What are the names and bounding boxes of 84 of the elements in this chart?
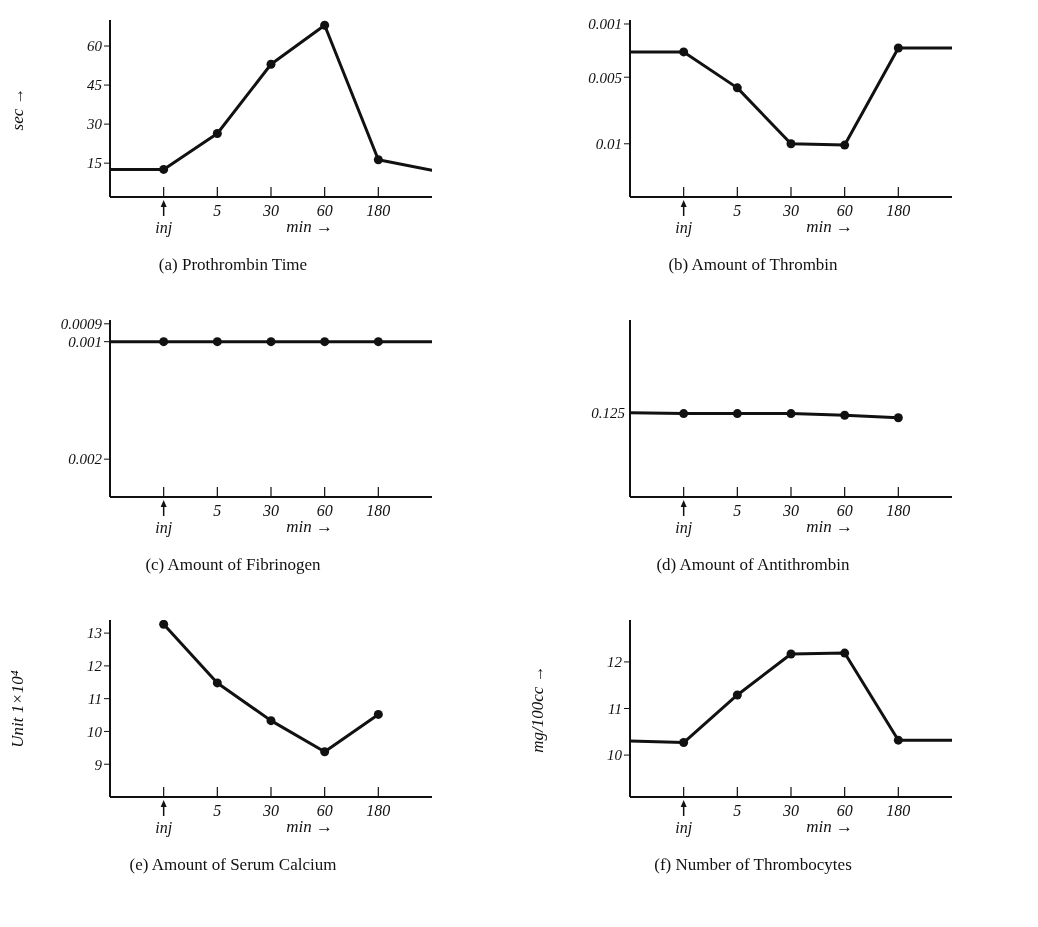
x-tick-label: inj [675,219,693,237]
y-tick-label: 15 [87,155,103,172]
x-tick-label: inj [675,519,693,537]
y-axis-title: sec → [8,87,28,130]
point [786,139,796,149]
y-tick-label: 0.0009 [60,316,103,333]
x-tick-label: 60 [836,502,853,519]
point [893,735,903,745]
x-axis-title: min → [806,217,853,237]
x-tick-label: 60 [836,202,853,219]
x-axis-title: min → [806,517,853,537]
y-tick-label: 0.002 [68,451,103,468]
x-tick-label: 60 [316,502,333,519]
x-tick-label: 60 [316,202,333,219]
point [320,747,330,757]
x-tick-label: 30 [262,502,279,519]
x-tick-label: 60 [316,802,333,819]
x-tick-label: 30 [262,802,279,819]
x-tick-label: 30 [782,802,799,819]
y-tick-label: 0.001 [588,16,622,33]
text: (e) Amount of Serum Calcium [128,855,338,875]
x-tick-label: 60 [836,802,853,819]
y-tick-label: 11 [608,700,622,717]
point [679,47,689,57]
x-tick-label: inj [155,519,173,537]
text: (a) Prothrombin Time [157,255,309,275]
point [840,140,850,150]
y-tick-label: 13 [87,625,102,642]
y-tick-label: 9 [94,756,103,773]
x-tick-label: 30 [782,502,799,519]
y-tick-label: 45 [87,77,103,94]
x-tick-label: 5 [733,802,742,819]
point [266,716,276,726]
point [840,648,850,658]
x-tick-label: 5 [733,202,742,219]
point [266,59,276,69]
x-tick-label: inj [155,219,173,237]
point [786,649,796,659]
x-tick-label: 180 [366,202,391,219]
x-tick-label: 5 [213,802,222,819]
y-tick-label: 30 [86,116,103,133]
y-tick-label: 0.01 [595,136,622,153]
x-tick-label: 30 [262,202,279,219]
y-tick-label: 12 [87,658,103,675]
x-axis-title: min → [806,817,853,837]
point [373,155,383,165]
x-axis-title: min → [286,817,333,837]
point [373,709,383,719]
x-tick-label: 5 [213,502,222,519]
x-tick-label: 180 [886,502,911,519]
x-tick-label: 180 [366,502,391,519]
point [320,20,330,30]
text: (c) Amount of Fibrinogen [144,555,322,575]
y-tick-label: 11 [88,690,102,707]
text: (f) Number of Thrombocytes [653,855,853,875]
x-tick-label: 5 [733,502,742,519]
y-tick-label: 0.001 [68,334,102,350]
x-tick-label: 5 [213,202,222,219]
text: (b) Amount of Thrombin [667,255,839,275]
x-tick-label: 180 [886,802,911,819]
y-axis-title: mg/100cc → [528,664,548,753]
text: 0.125 [591,405,626,422]
y-tick-label: 10 [607,747,623,764]
point [159,164,169,174]
x-tick-label: inj [675,819,693,837]
y-tick-label: 60 [87,38,103,55]
x-axis-title: min → [286,517,333,537]
point [893,43,903,53]
text: (d) Amount of Antithrombin [655,555,851,575]
point [732,690,742,700]
x-axis-title: min → [286,217,333,237]
y-tick-label: 12 [607,654,623,671]
x-tick-label: inj [155,819,173,837]
y-tick-label: 0.005 [588,69,623,86]
x-tick-label: 180 [886,202,911,219]
point [159,620,169,629]
y-tick-label: 10 [87,723,103,740]
point [212,128,222,138]
point [732,83,742,93]
point [679,738,689,747]
x-tick-label: 180 [366,802,391,819]
point [212,678,222,688]
y-axis-title: Unit 1×10⁴ [8,669,28,748]
x-tick-label: 30 [782,202,799,219]
